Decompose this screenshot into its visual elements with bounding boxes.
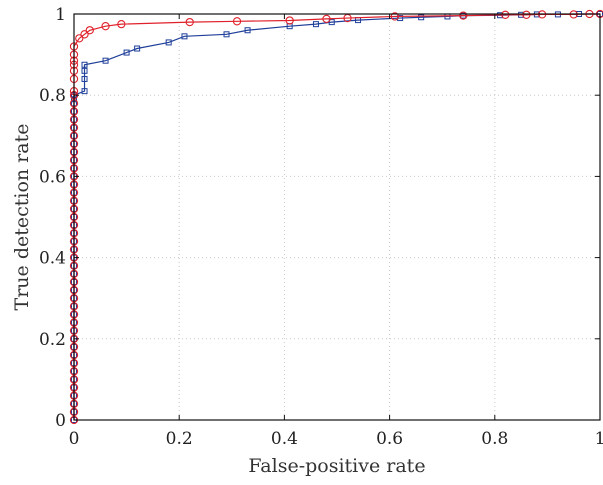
data-point (123, 49, 130, 56)
y-tick-label: 0.8 (39, 86, 66, 106)
x-tick-label: 0.2 (166, 429, 193, 449)
data-point (232, 17, 242, 26)
y-axis-label: True detection rate (11, 124, 33, 311)
data-point (181, 33, 188, 40)
y-tick-label: 0.4 (39, 249, 66, 269)
data-point (117, 19, 126, 29)
y-tick-label: 0.6 (39, 167, 66, 187)
data-point (223, 31, 230, 38)
x-tick-label: 0.8 (481, 429, 508, 449)
data-point (244, 27, 251, 34)
data-point (328, 19, 335, 26)
series-line (73, 13, 600, 420)
series-layer (69, 9, 603, 425)
data-point (85, 26, 94, 35)
data-point (81, 61, 88, 68)
x-tick-label: 0 (69, 429, 80, 449)
data-point (185, 17, 194, 27)
data-point (285, 16, 294, 25)
data-point (322, 14, 331, 24)
x-tick-label: 0.4 (271, 429, 298, 449)
data-point (312, 21, 319, 28)
grid-layer (74, 14, 600, 420)
y-tick-label: 0 (55, 411, 66, 431)
data-point (101, 22, 110, 31)
data-point (522, 10, 531, 19)
series-2 (69, 9, 603, 425)
data-point (75, 34, 84, 43)
ticks-layer: 0 0.2 0.4 0.6 0.8 1 0 0.2 0.4 0.6 0.8 1 (39, 5, 603, 449)
data-point (459, 11, 468, 20)
data-point (81, 67, 88, 74)
data-point (501, 10, 510, 19)
x-tick-label: 1 (595, 429, 603, 449)
x-axis-label: False-positive rate (248, 455, 425, 477)
data-point (102, 57, 109, 64)
series-1 (71, 11, 603, 423)
data-point (81, 75, 88, 82)
data-point (390, 12, 400, 21)
data-point (81, 88, 88, 95)
data-point (134, 45, 141, 52)
y-tick-label: 0.2 (39, 330, 66, 350)
data-point (418, 14, 425, 21)
plot-frame (73, 13, 601, 421)
series-line (73, 13, 600, 420)
data-point (165, 39, 172, 46)
x-tick-label: 0.6 (376, 429, 403, 449)
data-point (80, 30, 89, 39)
y-tick-label: 1 (55, 5, 66, 25)
